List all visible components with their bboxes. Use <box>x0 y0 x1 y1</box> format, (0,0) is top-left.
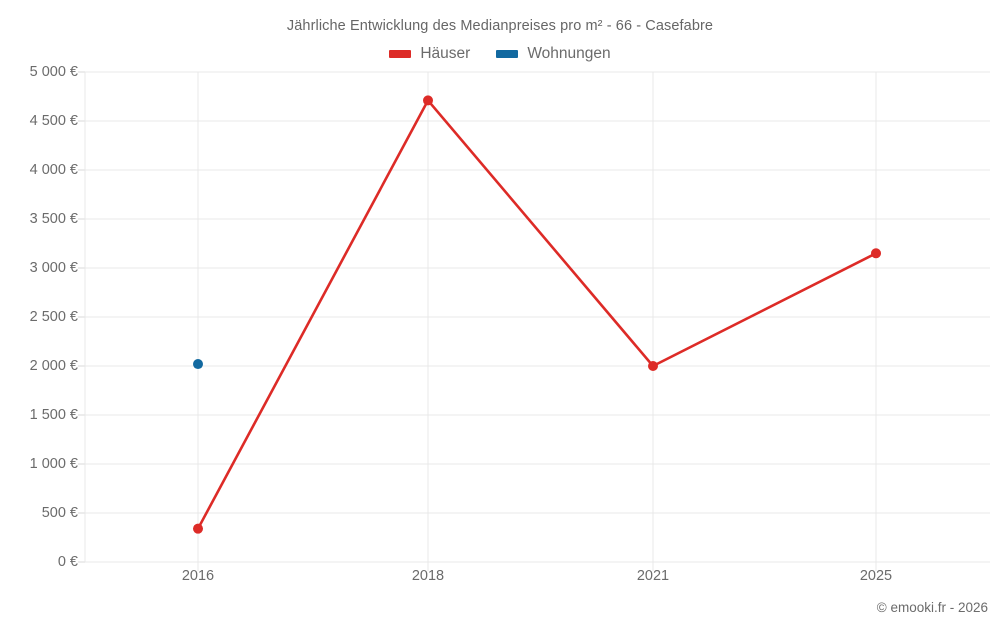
footer-credit: © emooki.fr - 2026 <box>876 600 988 615</box>
legend-item-hauser[interactable]: Häuser <box>389 45 470 63</box>
series-line-0 <box>196 99 878 530</box>
y-tick-label: 0 € <box>57 554 78 570</box>
y-tick-label: 5 000 € <box>29 64 78 80</box>
y-tick-label: 500 € <box>41 505 78 521</box>
legend-swatch-wohnungen <box>496 50 519 58</box>
horizontal-gridlines <box>78 71 990 563</box>
y-tick-label: 3 000 € <box>29 260 78 276</box>
y-tick-label: 2 500 € <box>29 309 78 325</box>
chart-title: Jährliche Entwicklung des Medianpreises … <box>286 18 714 34</box>
data-point[interactable] <box>193 523 203 534</box>
legend-label-wohnungen: Wohnungen <box>527 45 611 62</box>
y-tick-label: 4 000 € <box>29 162 78 178</box>
data-point[interactable] <box>648 361 658 371</box>
data-point[interactable] <box>423 95 433 106</box>
vertical-gridlines <box>84 72 877 571</box>
y-tick-label: 1 500 € <box>29 407 78 423</box>
legend-label-hauser: Häuser <box>420 45 471 62</box>
y-tick-label: 3 500 € <box>29 211 78 227</box>
y-tick-label: 1 000 € <box>29 456 78 472</box>
plot-area <box>78 71 990 571</box>
chart-legend: Häuser Wohnungen <box>0 45 1000 63</box>
series-layer <box>193 95 881 534</box>
data-point[interactable] <box>871 248 881 259</box>
y-tick-label: 2 000 € <box>29 358 78 374</box>
data-point[interactable] <box>193 359 203 370</box>
legend-swatch-hauser <box>389 50 412 58</box>
y-tick-label: 4 500 € <box>29 113 78 129</box>
legend-item-wohnungen[interactable]: Wohnungen <box>496 45 611 63</box>
plot-svg <box>78 71 990 571</box>
